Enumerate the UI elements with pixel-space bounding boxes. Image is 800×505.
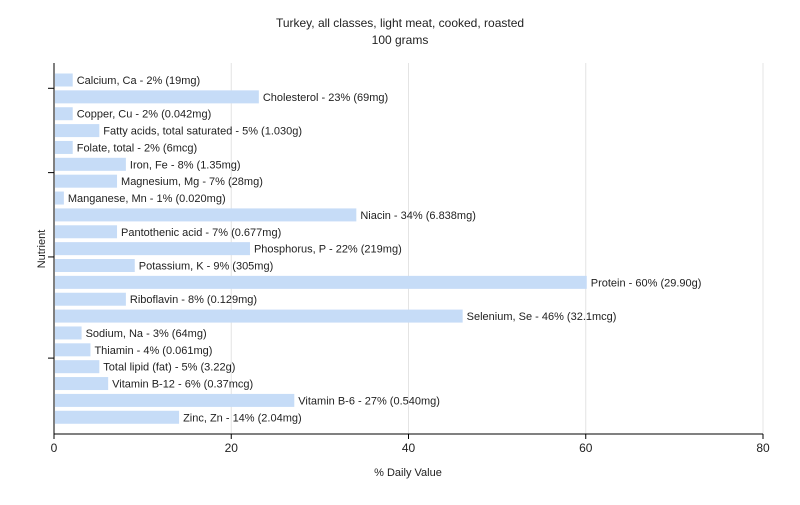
bar [55,259,135,272]
bar [55,140,73,154]
bar [55,343,91,357]
bar-label: Copper, Cu - 2% (0.042mg) [77,109,212,121]
x-tick-label: 20 [225,441,239,455]
bar-label: Pantothenic acid - 7% (0.677mg) [121,227,281,239]
bar-label: Manganese, Mn - 1% (0.020mg) [68,193,226,205]
bar [55,275,587,289]
x-tick-label: 60 [579,441,593,455]
bar [55,90,259,104]
bar [55,242,250,256]
bar-label: Iron, Fe - 8% (1.35mg) [130,159,241,171]
y-axis-label: Nutrient [36,230,48,269]
bar [55,326,82,340]
bar [55,309,463,323]
bar [55,174,118,188]
bar [55,208,357,222]
axes: 0 20 40 60 80 [48,63,770,455]
bar [55,73,73,87]
bar-label: Vitamin B-12 - 6% (0.37mcg) [112,379,253,391]
x-tick-label: 40 [402,441,416,455]
bar-label: Thiamin - 4% (0.061mg) [94,345,212,357]
bar-label: Potassium, K - 9% (305mg) [139,261,274,273]
bar [55,292,126,306]
x-tick-label: 80 [756,441,770,455]
bar-label: Total lipid (fat) - 5% (3.22g) [103,362,235,374]
bar-label: Fatty acids, total saturated - 5% (1.030… [103,126,302,138]
bar-label: Zinc, Zn - 14% (2.04mg) [183,412,302,424]
bar-label: Vitamin B-6 - 27% (0.540mg) [298,395,440,407]
bar [55,410,180,424]
bar [55,107,73,121]
bar-label: Selenium, Se - 46% (32.1mcg) [467,311,617,323]
bar-label: Calcium, Ca - 2% (19mg) [77,75,200,87]
bar-label: Magnesium, Mg - 7% (28mg) [121,176,263,188]
bar-labels: Calcium, Ca - 2% (19mg) Cholesterol - 23%… [68,75,702,424]
x-axis-label: % Daily Value [374,467,442,479]
chart-title: Turkey, all classes, light meat, cooked,… [276,16,524,30]
bar [55,124,100,138]
bar [55,377,109,391]
bar-label: Phosphorus, P - 22% (219mg) [254,244,402,256]
bar [55,360,100,374]
x-tick-label: 0 [51,441,58,455]
bar [55,191,64,205]
bar [55,157,126,171]
bar [55,225,118,239]
bar-label: Niacin - 34% (6.838mg) [360,210,476,222]
bar [55,393,295,407]
bars [55,73,587,424]
bar-label: Riboflavin - 8% (0.129mg) [130,294,257,306]
bar-label: Folate, total - 2% (6mcg) [77,142,197,154]
bar-label: Cholesterol - 23% (69mg) [263,92,388,104]
bar-label: Sodium, Na - 3% (64mg) [86,328,207,340]
chart-subtitle: 100 grams [372,33,429,47]
bar-label: Protein - 60% (29.90g) [591,277,702,289]
